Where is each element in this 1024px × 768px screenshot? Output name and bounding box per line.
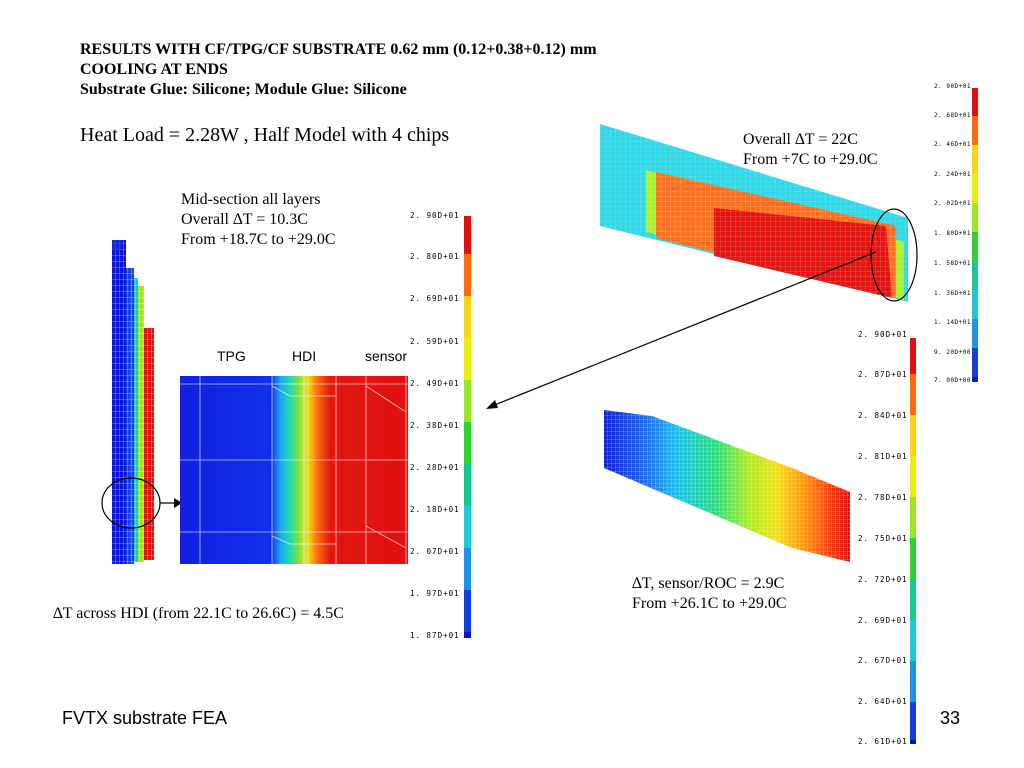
page-number: 33 [940,708,961,728]
mid-section-line-3: From +18.7C to +29.0C [181,231,336,248]
sensor-roc-model [604,410,850,562]
colorbar-mid-tick: 2. 07D+01 [410,547,460,556]
overall-delta-note: Overall ∆T = 22C From +7C to +29.0C [743,130,878,170]
colorbar-mid-tick: 2. 90D+01 [410,211,460,220]
colorbar-bottom [910,338,916,744]
overall-note-line-2: From +7C to +29.0C [743,151,878,168]
cross-section-zoom [180,376,408,564]
mid-section-line-2: Overall ∆T = 10.3C [181,211,308,228]
colorbar-top-tick: 2. 90D+01 [934,83,972,90]
sensor-note-line-2: From +26.1C to +29.0C [632,595,787,612]
hdi-delta-note: ∆T across HDI (from 22.1C to 26.6C) = 4.… [53,605,344,622]
colorbar-bottom-tick: 2. 75D+01 [858,534,908,543]
colorbar-top [972,88,978,382]
colorbar-bottom-tick: 2. 90D+01 [858,330,908,339]
colorbar-bottom-tick: 2. 87D+01 [858,370,908,379]
hdi-label: HDI [292,348,317,364]
sensor-note-line-1: ∆T, sensor/ROC = 2.9C [632,575,785,592]
title-line-3: Substrate Glue: Silicone; Module Glue: S… [80,81,407,98]
colorbar-bottom-tick: 2. 67D+01 [858,656,908,665]
title-line-1: RESULTS WITH CF/TPG/CF SUBSTRATE 0.62 mm… [80,41,597,58]
colorbar-bottom-tick: 2. 84D+01 [858,411,908,420]
colorbar-mid-tick: 1. 97D+01 [410,589,460,598]
highlight-circle-left [101,477,161,529]
left-stack-model [112,240,154,564]
colorbar-top-tick: 2. 46D+01 [934,141,972,148]
mid-section-note: Mid-section all layers Overall ∆T = 10.3… [181,190,336,250]
colorbar-mid-tick: 2. 49D+01 [410,379,460,388]
sensor-label: sensor [365,348,408,364]
colorbar-top-tick: 1. 58D+01 [934,260,972,267]
colorbar-mid-tick: 2. 59D+01 [410,337,460,346]
colorbar-bottom-tick: 2. 61D+01 [858,737,908,746]
colorbar-top-tick: 1. 80D+01 [934,230,972,237]
colorbar-mid-tick: 2. 28D+01 [410,463,460,472]
full-model-view [600,124,908,302]
colorbar-bottom-tick: 2. 69D+01 [858,616,908,625]
colorbar-bottom-tick: 2. 78D+01 [858,493,908,502]
colorbar-top-tick: 2. 24D+01 [934,171,972,178]
slide-title: RESULTS WITH CF/TPG/CF SUBSTRATE 0.62 mm… [80,40,597,100]
colorbar-mid-tick: 2. 69D+01 [410,294,460,303]
pointer-arrow [486,251,877,409]
colorbar-mid-tick: 2. 38D+01 [410,421,460,430]
colorbar-bottom-tick: 2. 81D+01 [858,452,908,461]
heat-load-text: Heat Load = 2.28W , Half Model with 4 ch… [80,124,450,146]
colorbar-mid-tick: 2. 80D+01 [410,252,460,261]
zoom-arrow [160,498,182,508]
colorbar-top-tick: 2. 68D+01 [934,112,972,119]
colorbar-top-tick: 9. 20D+00 [934,349,972,356]
colorbar-mid [464,216,471,638]
colorbar-bottom-tick: 2. 64D+01 [858,697,908,706]
title-line-2: COOLING AT ENDS [80,61,228,78]
colorbar-mid-tick: 2. 18D+01 [410,505,460,514]
colorbar-top-tick: 7. 00D+00 [934,377,972,384]
tpg-label: TPG [217,348,246,364]
sensor-delta-note: ∆T, sensor/ROC = 2.9C From +26.1C to +29… [632,574,787,614]
colorbar-mid-tick: 1. 87D+01 [410,631,460,640]
colorbar-bottom-tick: 2. 72D+01 [858,575,908,584]
footer-title: FVTX substrate FEA [62,708,228,728]
colorbar-top-tick: 1. 14D+01 [934,319,972,326]
highlight-circle-right [870,208,918,302]
mid-section-line-1: Mid-section all layers [181,191,321,208]
overall-note-line-1: Overall ∆T = 22C [743,131,858,148]
colorbar-top-tick: 2. 02D+01 [934,200,972,207]
colorbar-top-tick: 1. 36D+01 [934,290,972,297]
